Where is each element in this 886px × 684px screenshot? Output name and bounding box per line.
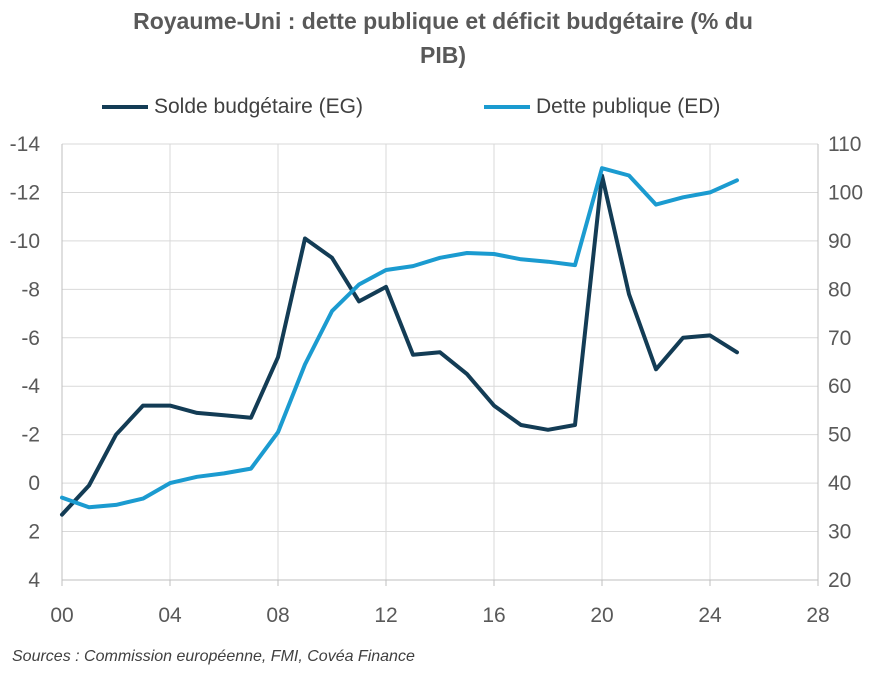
- source-note: Sources : Commission européenne, FMI, Co…: [12, 648, 415, 665]
- y-right-tick-label: 70: [828, 327, 851, 350]
- y-left-tick-label: -12: [10, 181, 40, 204]
- y-right-tick-label: 40: [828, 472, 851, 495]
- legend-item-dette: Dette publique (ED): [484, 95, 720, 119]
- legend-label-solde: Solde budgétaire (EG): [154, 95, 363, 118]
- y-right-tick-label: 50: [828, 424, 851, 447]
- chart-title-line-2: PIB): [420, 42, 466, 68]
- x-tick-label: 12: [374, 604, 397, 627]
- y-left-tick-label: -6: [21, 327, 40, 350]
- x-tick-label: 20: [590, 604, 613, 627]
- x-tick-label: 08: [266, 604, 289, 627]
- y-left-tick-label: -10: [10, 230, 40, 253]
- y-left-tick-label: 2: [28, 521, 40, 544]
- y-right-tick-label: 80: [828, 278, 851, 301]
- series: [60, 166, 739, 517]
- x-tick-label: 00: [50, 604, 73, 627]
- y-right-tick-label: 110: [828, 133, 861, 156]
- legend-swatch-solde: [102, 105, 148, 109]
- y-left-tick-label: -2: [21, 424, 40, 447]
- legend-item-solde: Solde budgétaire (EG): [102, 95, 363, 119]
- y-left-tick-label: -14: [10, 133, 41, 156]
- series-line-solde: [60, 173, 739, 517]
- x-tick-label: 16: [482, 604, 505, 627]
- y-right-tick-label: 100: [828, 181, 863, 204]
- y-left-tick-label: 4: [28, 569, 40, 592]
- legend-label-dette: Dette publique (ED): [536, 95, 721, 118]
- y-left-tick-label: -4: [21, 375, 40, 398]
- axes: -14-12-10-8-6-4-202411010090807060504030…: [10, 133, 863, 627]
- y-right-tick-label: 30: [828, 521, 851, 544]
- x-tick-label: 04: [158, 604, 182, 627]
- x-tick-label: 24: [698, 604, 722, 627]
- y-left-tick-label: -8: [21, 278, 40, 301]
- legend-swatch-dette: [484, 105, 530, 109]
- gridlines: [61, 143, 819, 581]
- series-line-dette: [60, 166, 739, 510]
- y-left-tick-label: 0: [28, 472, 40, 495]
- y-right-tick-label: 90: [828, 230, 851, 253]
- y-right-tick-label: 60: [828, 375, 851, 398]
- chart-title-line-1: Royaume-Uni : dette publique et déficit …: [133, 8, 753, 34]
- x-tick-label: 28: [806, 604, 829, 627]
- y-right-tick-label: 20: [828, 569, 851, 592]
